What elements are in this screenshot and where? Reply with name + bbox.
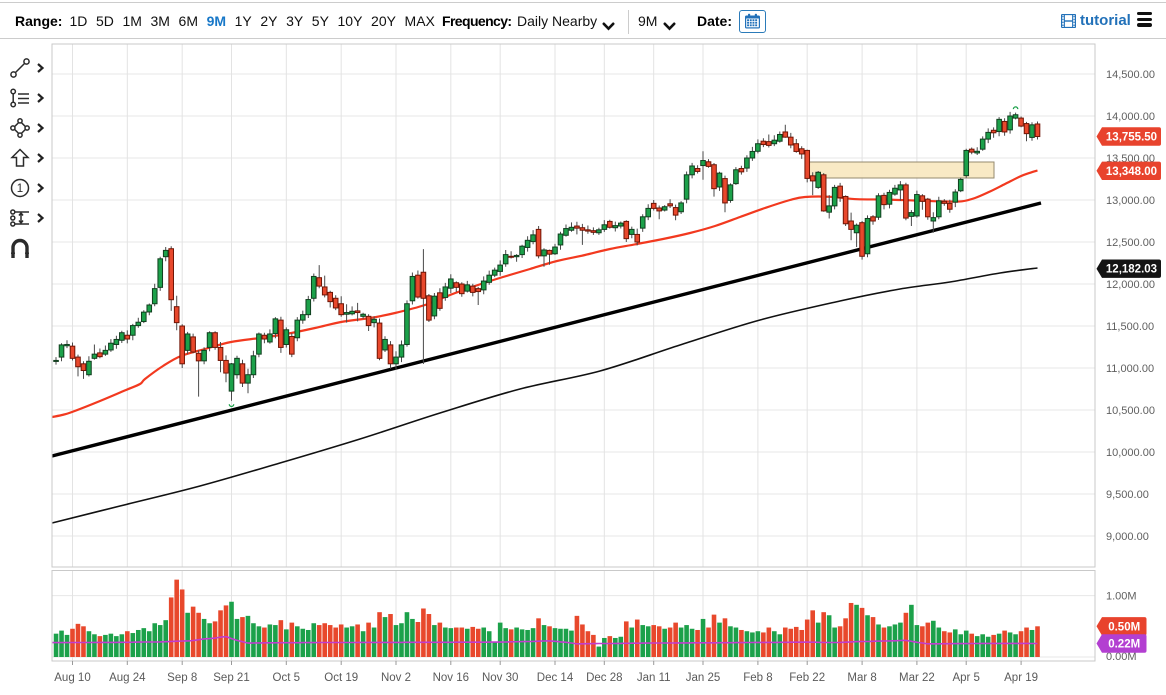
- svg-text:Aug 24: Aug 24: [109, 672, 146, 684]
- svg-text:11,500.00: 11,500.00: [1106, 321, 1154, 333]
- svg-text:1.00M: 1.00M: [1106, 591, 1137, 603]
- svg-text:14,500.00: 14,500.00: [1106, 69, 1155, 81]
- svg-text:Aug 10: Aug 10: [54, 672, 90, 684]
- svg-text:Oct 19: Oct 19: [324, 672, 358, 684]
- svg-text:13,000.00: 13,000.00: [1106, 195, 1155, 207]
- svg-text:Dec 14: Dec 14: [537, 672, 574, 684]
- svg-text:0.00M: 0.00M: [1106, 651, 1137, 663]
- svg-text:10,000.00: 10,000.00: [1106, 447, 1155, 459]
- svg-text:Oct 5: Oct 5: [273, 672, 300, 684]
- svg-text:Feb 22: Feb 22: [789, 672, 825, 684]
- svg-text:0.50M: 0.50M: [1108, 621, 1140, 633]
- svg-text:14,000.00: 14,000.00: [1106, 111, 1155, 123]
- svg-text:Apr 5: Apr 5: [952, 672, 980, 684]
- svg-text:10,500.00: 10,500.00: [1106, 405, 1155, 417]
- svg-text:13,348.00: 13,348.00: [1106, 166, 1157, 178]
- svg-text:Sep 8: Sep 8: [167, 672, 197, 684]
- svg-text:Nov 2: Nov 2: [381, 672, 411, 684]
- svg-text:Mar 8: Mar 8: [847, 672, 876, 684]
- svg-text:Jan 25: Jan 25: [686, 672, 721, 684]
- svg-text:0.22M: 0.22M: [1108, 639, 1140, 651]
- svg-text:Feb 8: Feb 8: [743, 672, 772, 684]
- svg-text:13,755.50: 13,755.50: [1106, 132, 1157, 144]
- svg-text:Jan 11: Jan 11: [637, 672, 671, 684]
- svg-text:Nov 30: Nov 30: [482, 672, 518, 684]
- svg-text:Nov 16: Nov 16: [433, 672, 469, 684]
- svg-text:Apr 19: Apr 19: [1004, 672, 1038, 684]
- svg-text:12,500.00: 12,500.00: [1106, 237, 1155, 249]
- svg-text:11,000.00: 11,000.00: [1106, 363, 1154, 375]
- svg-text:12,182.03: 12,182.03: [1106, 264, 1157, 276]
- svg-text:9,500.00: 9,500.00: [1106, 489, 1149, 501]
- svg-text:12,000.00: 12,000.00: [1106, 279, 1155, 291]
- svg-text:9,000.00: 9,000.00: [1106, 531, 1149, 543]
- svg-text:Mar 22: Mar 22: [899, 672, 935, 684]
- svg-text:Dec 28: Dec 28: [586, 672, 622, 684]
- svg-text:Sep 21: Sep 21: [213, 672, 249, 684]
- svg-text:1: 1: [17, 183, 23, 195]
